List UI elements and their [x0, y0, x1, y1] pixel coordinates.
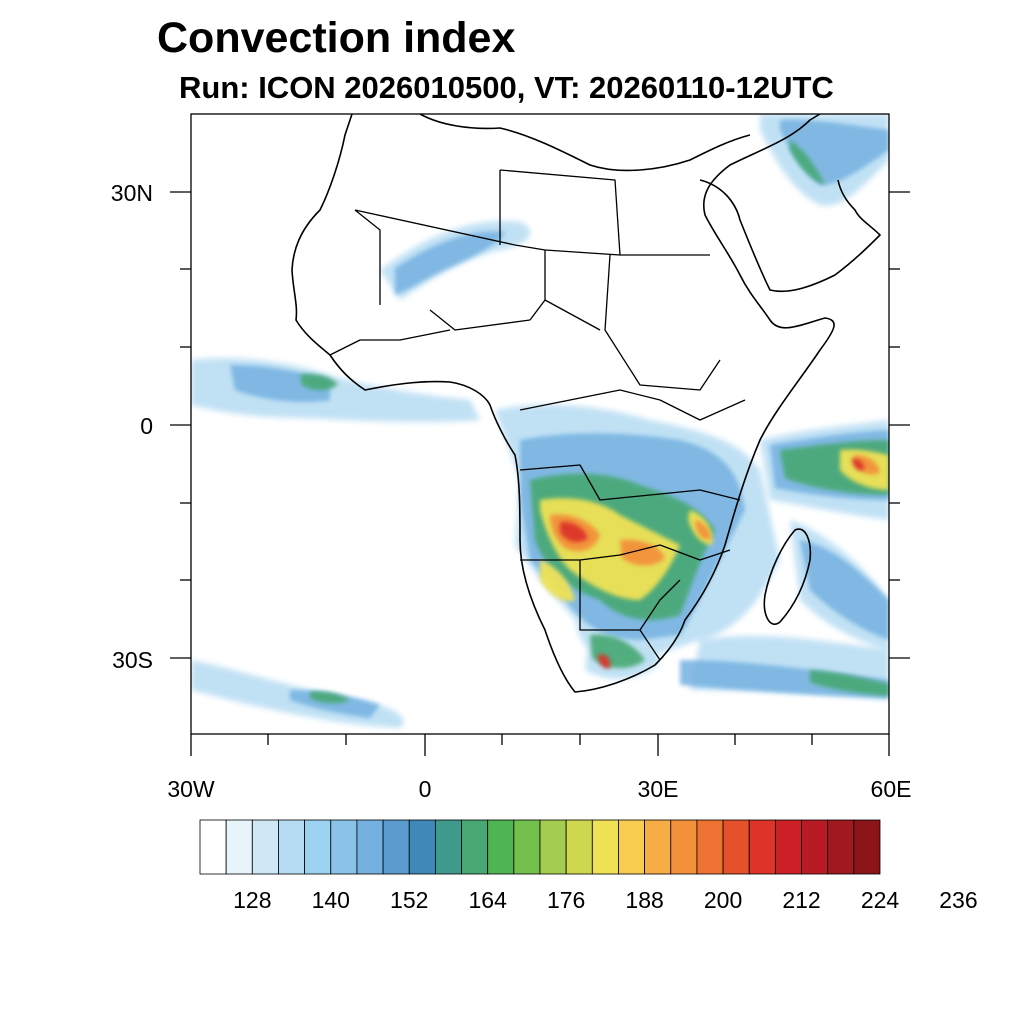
colorbar-swatch [382, 819, 410, 875]
colorbar-swatch [461, 819, 489, 875]
colorbar-swatch [774, 819, 802, 875]
colorbar-swatch [670, 819, 698, 875]
coastlines [291, 114, 881, 693]
colorbar-label: 164 [468, 887, 507, 913]
colorbar-swatch [539, 819, 567, 875]
colorbar-swatch [801, 819, 829, 875]
colorbar-label: 224 [860, 887, 900, 913]
country-borders [329, 169, 746, 661]
colorbar-swatch [304, 819, 332, 875]
lon-label-30e: 30E [637, 776, 679, 802]
lon-label-0: 0 [418, 776, 432, 802]
colorbar-label: 200 [703, 887, 743, 913]
colorbar-label: 152 [390, 887, 429, 913]
colorbar-swatch [644, 819, 672, 875]
colorbar-label: 176 [546, 887, 586, 913]
colorbar-swatch [408, 819, 436, 875]
colorbar-label: 140 [311, 887, 350, 913]
colorbar-swatch [251, 819, 279, 875]
colorbar-swatch [278, 819, 306, 875]
colorbar-swatch [199, 819, 227, 875]
africa-coastline [291, 114, 835, 693]
lon-label-30w: 30W [167, 776, 215, 802]
convection-field [191, 114, 889, 728]
colorbar-label: 188 [625, 887, 664, 913]
colorbar-swatch [565, 819, 593, 875]
colorbar-swatch [696, 819, 724, 875]
colorbar-swatch [618, 819, 646, 875]
lat-label-30s: 30S [112, 647, 153, 673]
lon-label-60e: 60E [870, 776, 912, 802]
colorbar-swatch [513, 819, 541, 875]
field-light [191, 114, 889, 728]
colorbar-swatch [853, 819, 881, 875]
colorbar-swatch [330, 819, 358, 875]
axis-ticks [170, 191, 910, 756]
arabia-coastline [699, 179, 881, 293]
colorbar-swatch [748, 819, 776, 875]
colorbar-swatch [827, 819, 855, 875]
colorbar-label: 236 [939, 887, 978, 913]
colorbar-swatch [434, 819, 462, 875]
med-coastline [419, 114, 751, 172]
chart-subtitle: Run: ICON 2026010500, VT: 20260110-12UTC [179, 70, 834, 105]
madagascar-coastline [763, 528, 812, 625]
colorbar-swatch [356, 819, 384, 875]
plot-frame [190, 113, 890, 735]
colorbar-label: 128 [233, 887, 272, 913]
lat-label-0: 0 [140, 413, 153, 439]
chart-title: Convection index [157, 14, 516, 62]
lat-label-30n: 30N [110, 180, 153, 206]
colorbar-swatch [225, 819, 253, 875]
colorbar-swatch [722, 819, 750, 875]
colorbar-swatch [591, 819, 619, 875]
colorbar-swatch [487, 819, 515, 875]
field-red [560, 458, 865, 669]
colorbar [199, 819, 881, 875]
colorbar-label: 212 [782, 887, 821, 913]
